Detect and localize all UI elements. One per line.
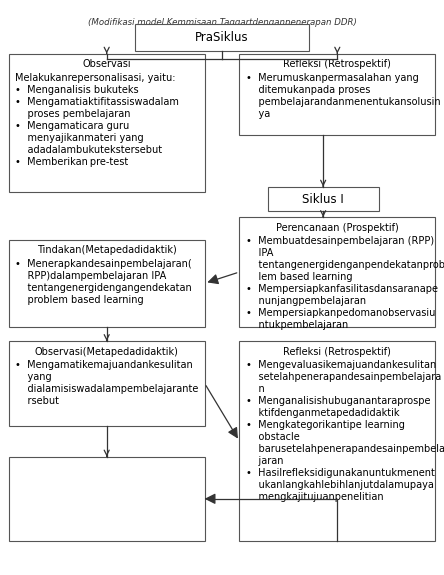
FancyBboxPatch shape <box>9 341 205 426</box>
Text: •  Mengamatikemajuandankesulitan
    yang
    dialamisiswadalampembelajarante
  : • Mengamatikemajuandankesulitan yang dia… <box>15 360 199 406</box>
Text: •  Mengevaluasikemajuandankesulitan
    setelahpenerapandesainpembelajara
    n
: • Mengevaluasikemajuandankesulitan setel… <box>246 360 444 502</box>
FancyBboxPatch shape <box>135 24 309 51</box>
Text: Tindakan(Metapedadidaktik): Tindakan(Metapedadidaktik) <box>37 245 177 255</box>
Text: •  Membuatdesainpembelajaran (RPP)
    IPA
    tentangenergidenganpendekatanprob: • Membuatdesainpembelajaran (RPP) IPA te… <box>246 236 444 330</box>
Text: (Modifikasi model Kemmisaan Taggartdenganpenerapan DDR): (Modifikasi model Kemmisaan Taggartdenga… <box>87 18 357 27</box>
FancyBboxPatch shape <box>9 457 205 541</box>
Text: Observasi(Metapedadidaktik): Observasi(Metapedadidaktik) <box>35 347 178 356</box>
FancyBboxPatch shape <box>268 187 379 212</box>
Text: Melakukanrepersonalisasi, yaitu:
•  Menganalisis bukuteks
•  Mengamatiaktifitass: Melakukanrepersonalisasi, yaitu: • Menga… <box>15 73 179 167</box>
Text: •  Merumuskanpermasalahan yang
    ditemukanpada proses
    pembelajarandanmenen: • Merumuskanpermasalahan yang ditemukanp… <box>246 73 440 119</box>
Text: Perencanaan (Prospektif): Perencanaan (Prospektif) <box>276 223 399 233</box>
FancyBboxPatch shape <box>239 341 435 541</box>
FancyBboxPatch shape <box>239 53 435 135</box>
FancyBboxPatch shape <box>239 217 435 327</box>
Text: Refleksi (Retrospektif): Refleksi (Retrospektif) <box>283 347 391 356</box>
Text: Refleksi (Retrospektif): Refleksi (Retrospektif) <box>283 59 391 69</box>
FancyBboxPatch shape <box>9 53 205 191</box>
Text: Observasi: Observasi <box>83 59 131 69</box>
Text: •  Menerapkandesainpembelajaran(
    RPP)dalampembelajaran IPA
    tentangenergi: • Menerapkandesainpembelajaran( RPP)dala… <box>15 259 192 305</box>
Text: PraSiklus: PraSiklus <box>195 31 249 44</box>
FancyBboxPatch shape <box>9 240 205 327</box>
Text: Siklus I: Siklus I <box>302 193 344 205</box>
